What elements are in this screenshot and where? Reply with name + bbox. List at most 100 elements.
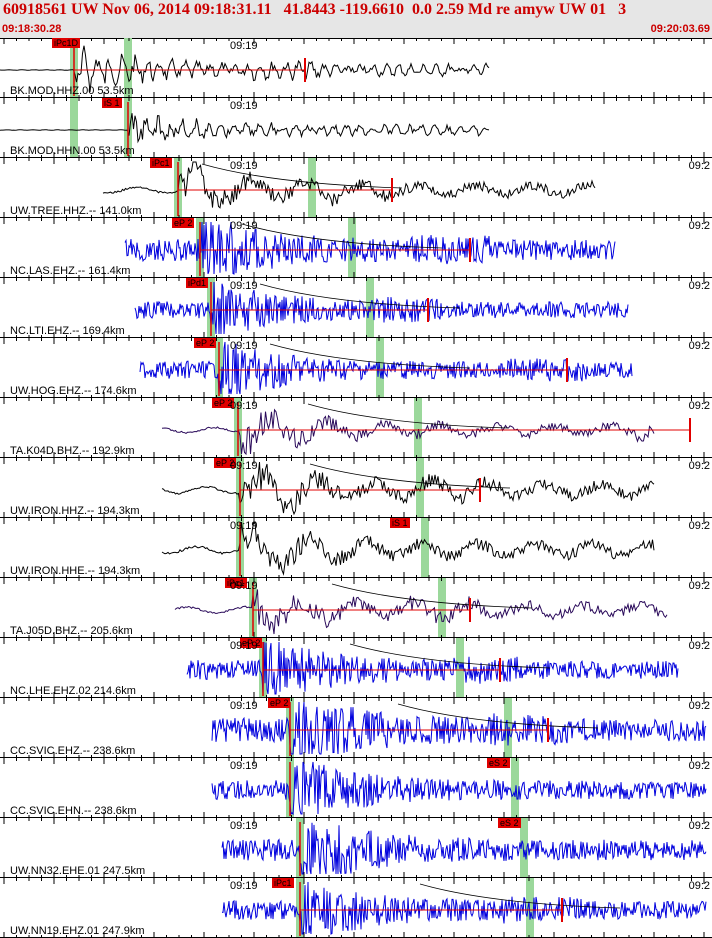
time-ticks bbox=[0, 638, 712, 698]
seismogram-panel[interactable]: eS 2 09:19 09:2 CC.SVIC.EHN.-- 238.6km bbox=[0, 758, 712, 818]
pick-label[interactable]: iS 1 bbox=[390, 518, 410, 528]
pick-label[interactable]: eS 2 bbox=[498, 818, 521, 828]
next-minute-label: 09:2 bbox=[688, 640, 710, 652]
waveform-plot bbox=[0, 818, 712, 878]
pick-label[interactable]: iPc1 bbox=[272, 878, 294, 888]
station-channel-label: UW.NN19.EHZ.01 247.9km bbox=[10, 925, 145, 937]
s-window-band bbox=[526, 878, 534, 938]
station-channel-label: CC.SVIC.EHN.-- 238.6km bbox=[10, 805, 137, 817]
pick-label[interactable]: eS 2 bbox=[487, 758, 510, 768]
seismogram-panel[interactable]: iS 1 09:19 09:2 UW.IRON.HHE.-- 194.3km bbox=[0, 518, 712, 578]
next-minute-label: 09:2 bbox=[688, 820, 710, 832]
pick-label[interactable]: eP 2 bbox=[214, 458, 237, 468]
pick-label[interactable]: eP 2 bbox=[212, 398, 235, 408]
waveform-plot bbox=[0, 278, 712, 338]
minute-time-label: 09:19 bbox=[230, 340, 258, 352]
s-window-band bbox=[438, 578, 446, 638]
waveform-plot bbox=[0, 518, 712, 578]
pick-label[interactable]: eP 2 bbox=[268, 698, 291, 708]
next-minute-label: 09:2 bbox=[688, 460, 710, 472]
station-channel-label: NC.LHE.EHZ.02 214.6km bbox=[10, 685, 136, 697]
coda-curve bbox=[331, 583, 533, 609]
waveform-trace bbox=[161, 408, 655, 456]
minute-time-label: 09:19 bbox=[230, 880, 258, 892]
minute-time-label: 09:19 bbox=[230, 640, 258, 652]
seismogram-panel[interactable]: iS 1 09:19 BK.MOD.HHN.00 53.5km bbox=[0, 98, 712, 158]
s-window-band bbox=[124, 38, 132, 98]
time-ticks bbox=[0, 338, 712, 398]
station-channel-label: UW.NN32.EHE.01 247.5km bbox=[10, 865, 146, 877]
pick-label[interactable]: eP 2 bbox=[240, 638, 263, 648]
pick-label[interactable]: eP 2 bbox=[172, 218, 195, 228]
time-ticks bbox=[0, 158, 712, 218]
station-channel-label: UW.IRON.HHZ.-- 194.3km bbox=[10, 505, 140, 517]
coda-curve bbox=[419, 883, 621, 909]
waveform-plot bbox=[0, 578, 712, 638]
seismogram-panel[interactable]: eP 2 09:19 09:2 UW.IRON.HHZ.-- 194.3km bbox=[0, 458, 712, 518]
minute-time-label: 09:19 bbox=[230, 580, 258, 592]
station-channel-label: UW.HOG.EHZ.-- 174.6km bbox=[10, 385, 137, 397]
s-window-band bbox=[504, 698, 512, 758]
station-channel-label: CC.SVIC.EHZ.-- 238.6km bbox=[10, 745, 136, 757]
minute-time-label: 09:19 bbox=[230, 820, 258, 832]
pick-label[interactable]: iPd1 bbox=[186, 278, 209, 288]
next-minute-label: 09:2 bbox=[688, 520, 710, 532]
seismogram-panel[interactable]: iPc1 09:19 09:2 UW.NN19.EHZ.01 247.9km bbox=[0, 878, 712, 938]
seismogram-panel[interactable]: eP 2 09:19 09:2 CC.SVIC.EHZ.-- 238.6km bbox=[0, 698, 712, 758]
coda-curve bbox=[269, 343, 471, 369]
station-channel-label: UW.IRON.HHE.-- 194.3km bbox=[10, 565, 141, 577]
minute-time-label: 09:19 bbox=[230, 40, 258, 52]
event-title: 60918561 UW Nov 06, 2014 09:18:31.11 41.… bbox=[3, 1, 627, 18]
seismogram-panel[interactable]: eP 2 09:19 09:2 UW.HOG.EHZ.-- 174.6km bbox=[0, 338, 712, 398]
station-channel-label: TA.K04D.BHZ.-- 192.9km bbox=[10, 445, 135, 457]
next-minute-label: 09:2 bbox=[688, 220, 710, 232]
time-ticks bbox=[0, 698, 712, 758]
pick-label[interactable]: eP 2 bbox=[194, 338, 217, 348]
seismogram-panel[interactable]: eS 2 09:19 09:2 UW.NN32.EHE.01 247.5km bbox=[0, 818, 712, 878]
waveform-trace bbox=[161, 461, 655, 516]
coda-curve bbox=[241, 223, 443, 249]
s-window-band bbox=[520, 818, 528, 878]
pick-label[interactable]: iPc1 bbox=[225, 578, 247, 588]
coda-curve bbox=[349, 643, 551, 669]
waveform-plot bbox=[0, 398, 712, 458]
seismogram-panel[interactable]: iPc1D 09:19 BK.MOD.HHZ.00 53.5km bbox=[0, 38, 712, 98]
station-channel-label: BK.MOD.HHN.00 53.5km bbox=[10, 145, 135, 157]
waveform-plot bbox=[0, 698, 712, 758]
seismogram-panel[interactable]: eP 2 09:19 09:2 NC.LAS.EHZ.-- 161.4km bbox=[0, 218, 712, 278]
minute-time-label: 09:19 bbox=[230, 760, 258, 772]
s-window-band bbox=[366, 278, 374, 338]
pick-label[interactable]: iS 1 bbox=[102, 98, 122, 108]
waveform-trace bbox=[134, 281, 629, 335]
coda-curve bbox=[397, 703, 599, 729]
seismogram-panel[interactable]: eP 2 09:19 09:2 NC.LHE.EHZ.02 214.6km bbox=[0, 638, 712, 698]
waveform-plot bbox=[0, 338, 712, 398]
waveform-plot bbox=[0, 758, 712, 818]
next-minute-label: 09:2 bbox=[688, 340, 710, 352]
p-window-band bbox=[70, 98, 78, 158]
minute-time-label: 09:19 bbox=[230, 520, 258, 532]
next-minute-label: 09:2 bbox=[688, 880, 710, 892]
time-ticks bbox=[0, 278, 712, 338]
minute-time-label: 09:19 bbox=[230, 400, 258, 412]
event-header: 60918561 UW Nov 06, 2014 09:18:31.11 41.… bbox=[0, 0, 712, 39]
seismogram-panel[interactable]: iPc1 09:19 09:2 UW.TREE.HHZ.-- 141.0km bbox=[0, 158, 712, 218]
time-ticks bbox=[0, 458, 712, 518]
station-channel-label: TA.J05D.BHZ.-- 205.6km bbox=[10, 625, 133, 637]
start-time-label: 09:18:30.28 bbox=[2, 23, 62, 35]
pick-label[interactable]: iPc1 bbox=[150, 158, 172, 168]
waveform-trace bbox=[0, 113, 490, 144]
pick-label[interactable]: iPc1D bbox=[52, 38, 81, 48]
minute-time-label: 09:19 bbox=[230, 100, 258, 112]
seismogram-panel[interactable]: eP 2 09:19 09:2 TA.K04D.BHZ.-- 192.9km bbox=[0, 398, 712, 458]
next-minute-label: 09:2 bbox=[688, 400, 710, 412]
coda-curve bbox=[201, 163, 403, 189]
seismogram-panel[interactable]: iPd1 09:19 09:2 NC.LTI.EHZ.-- 169.4km bbox=[0, 278, 712, 338]
waveform-trace bbox=[221, 822, 707, 875]
s-window-band bbox=[421, 518, 429, 578]
seismogram-panels: iPc1D 09:19 BK.MOD.HHZ.00 53.5km iS 1 09:19 B… bbox=[0, 38, 712, 938]
waveform-plot bbox=[0, 98, 712, 158]
time-ticks bbox=[0, 218, 712, 278]
seismogram-panel[interactable]: iPc1 09:19 09:2 TA.J05D.BHZ.-- 205.6km bbox=[0, 578, 712, 638]
waveform-trace bbox=[211, 701, 707, 755]
